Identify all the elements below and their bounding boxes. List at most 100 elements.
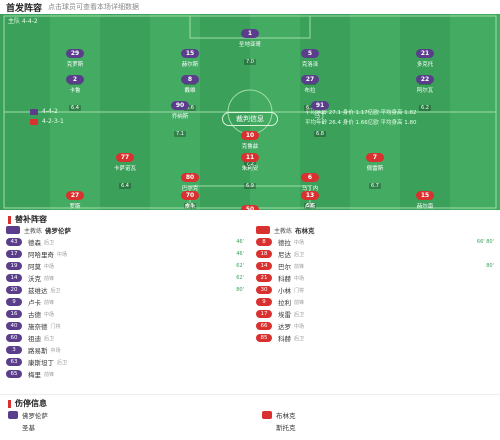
- away-player[interactable]: 77 卡萨诺瓦 6.4: [105, 144, 145, 191]
- home-player[interactable]: 90 乔纳斯 7.1: [160, 92, 200, 139]
- home-meta: 平均年龄 27.1 身价 1.17亿欧 平均身高 1.82: [305, 110, 417, 116]
- away-player[interactable]: 7 佩雷斯 6.7: [355, 144, 395, 191]
- player-name: 佩雷斯: [366, 166, 384, 172]
- away-player[interactable]: 10 克鲁兹 7.2: [230, 122, 270, 169]
- sub-row[interactable]: 18 尼达 后卫: [256, 248, 500, 260]
- sub-event-time: 46': [236, 251, 244, 257]
- sub-row[interactable]: 19 阿莫 中场 62': [6, 260, 250, 272]
- home-injury-item[interactable]: 圣基: [22, 424, 35, 432]
- sub-row[interactable]: 63 康斯坦丁 后卫: [6, 356, 250, 368]
- sub-number: 17: [256, 310, 272, 318]
- sub-position: 前锋: [294, 299, 305, 306]
- sub-name: 尼达: [278, 251, 291, 259]
- sub-row[interactable]: 40 施奈德 门将: [6, 320, 250, 332]
- sub-name: 兹维达: [28, 287, 48, 295]
- home-player[interactable]: 8 戴维 6.6: [170, 66, 210, 113]
- away-player[interactable]: 27罗斯6.3: [55, 182, 95, 210]
- player-name: 朱利安: [241, 166, 259, 172]
- sub-row[interactable]: 30 小林 门将: [256, 284, 500, 296]
- away-coach-row[interactable]: 主教练 布林克: [256, 224, 500, 236]
- away-player[interactable]: 70皮卡6.2: [170, 182, 210, 210]
- player-name: 卡鲁: [69, 88, 81, 94]
- away-player[interactable]: 80 巴尔克 6.5: [170, 164, 210, 210]
- subs-title: 替补阵容: [8, 214, 47, 225]
- sub-row[interactable]: 43 德森 后卫 46': [6, 236, 250, 248]
- sub-position: 中场: [57, 251, 68, 258]
- home-player[interactable]: 1 圣地亚哥 7.0: [230, 20, 270, 67]
- away-player[interactable]: 50斯坦7.0: [230, 196, 270, 210]
- sub-row[interactable]: 21 科赫 中场: [256, 272, 500, 284]
- sub-row[interactable]: 66 达罗 中场: [256, 320, 500, 332]
- sub-name: 施奈德: [28, 323, 48, 331]
- sub-row[interactable]: 9 拉利 前锋: [256, 296, 500, 308]
- home-coach-row[interactable]: 主教练 佛罗伦萨: [6, 224, 250, 236]
- away-player[interactable]: 13卢斯6.8: [290, 182, 330, 210]
- sub-number: 9: [256, 298, 272, 306]
- sub-row[interactable]: 8 德拉 中场 66' 80': [256, 236, 500, 248]
- section-bar-icon: [8, 399, 11, 408]
- sub-position: 后卫: [44, 335, 55, 342]
- sub-row[interactable]: 17 阿哈里奇 中场 46': [6, 248, 250, 260]
- sub-position: 前锋: [44, 275, 55, 282]
- player-name: 罗斯: [69, 204, 81, 210]
- away-coach-avatar-icon: [256, 226, 270, 234]
- player-rating: 6.8: [314, 131, 326, 137]
- sub-row[interactable]: 85 科赫 后卫: [256, 332, 500, 344]
- player-name: 克鲁兹: [241, 144, 259, 150]
- player-name: 赫尔斯: [181, 62, 199, 68]
- away-player[interactable]: 15赫尔南6.1: [405, 182, 445, 210]
- away-coach-label: 主教练: [274, 227, 293, 235]
- player-rating: 6.3: [304, 105, 316, 111]
- sub-row[interactable]: 65 梅里 前锋: [6, 368, 250, 380]
- sub-name: 阿哈里奇: [28, 251, 54, 259]
- sub-name: 梅里: [28, 371, 41, 379]
- sub-position: 后卫: [57, 359, 68, 366]
- sub-row[interactable]: 20 兹维达 后卫 80': [6, 284, 250, 296]
- sub-position: 中场: [294, 275, 305, 282]
- sub-name: 沃克: [28, 275, 41, 283]
- sub-number: 14: [6, 274, 22, 282]
- sub-name: 卢卡: [28, 299, 41, 307]
- home-player[interactable]: 22 阿尔瓦 6.2: [405, 66, 445, 113]
- sub-row[interactable]: 14 巴尔 前锋 80': [256, 260, 500, 272]
- sub-position: 中场: [294, 323, 305, 330]
- player-number: 80: [181, 173, 199, 182]
- player-number: 11: [241, 153, 259, 162]
- player-rating: 6.6: [304, 203, 316, 209]
- sub-position: 前锋: [44, 371, 55, 378]
- sub-name: 祖迪: [28, 335, 41, 343]
- section-bar-icon: [8, 215, 11, 224]
- sub-number: 65: [6, 370, 22, 378]
- sub-row[interactable]: 60 祖迪 后卫: [6, 332, 250, 344]
- sub-number: 19: [6, 262, 22, 270]
- player-rating: 6.4: [119, 183, 131, 189]
- referee-button[interactable]: 裁判信息: [222, 112, 278, 126]
- sub-row[interactable]: 9 卢卡 前锋: [6, 296, 250, 308]
- away-player[interactable]: 6 马丁内 6.6: [290, 164, 330, 210]
- sub-row[interactable]: 3 路易斯 中场: [6, 344, 250, 356]
- divider: [0, 394, 500, 395]
- sub-position: 中场: [44, 263, 55, 270]
- sub-position: 门将: [50, 323, 61, 330]
- page-title: 首发阵容: [6, 3, 43, 14]
- player-rating: 6.4: [69, 105, 81, 111]
- home-player[interactable]: 91 马丁 6.8: [300, 92, 340, 139]
- sub-number: 66: [256, 322, 272, 330]
- player-name: 巴尔克: [181, 186, 199, 192]
- away-coach-name: 布林克: [295, 227, 315, 235]
- sub-number: 8: [256, 238, 272, 246]
- away-injury-item[interactable]: 斯托克: [276, 424, 296, 432]
- sub-row[interactable]: 17 埃雷 后卫: [256, 308, 500, 320]
- sub-number: 21: [256, 274, 272, 282]
- away-player[interactable]: 11 朱利安 6.9: [230, 144, 270, 191]
- player-rating: 7.0: [244, 59, 256, 65]
- sub-row[interactable]: 14 沃克 前锋 62': [6, 272, 250, 284]
- home-player[interactable]: 27 布拉 6.3: [290, 66, 330, 113]
- player-rating: 7.1: [174, 131, 186, 137]
- player-rating: 6.9: [244, 183, 256, 189]
- sub-number: 16: [6, 310, 22, 318]
- home-player[interactable]: 2 卡鲁 6.4: [55, 66, 95, 113]
- away-subs-column: 主教练 布林克 8 德拉 中场 66' 80' 18 尼达 后卫 14 巴尔 前锋 80' 21 科赫中…: [256, 224, 500, 344]
- player-number: 15: [416, 191, 434, 200]
- sub-row[interactable]: 16 古德 中场: [6, 308, 250, 320]
